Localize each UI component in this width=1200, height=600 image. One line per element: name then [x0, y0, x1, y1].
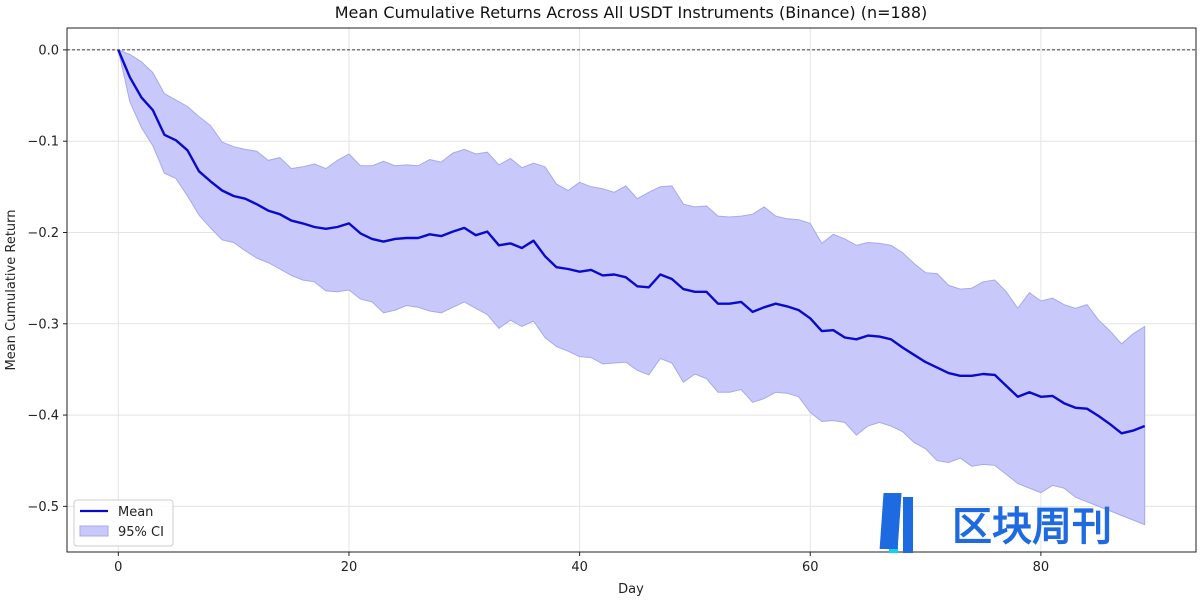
legend-mean-label: Mean: [118, 505, 153, 520]
logo-bars-icon: [879, 493, 913, 553]
x-axis-label: Day: [618, 582, 644, 597]
y-tick-label: 0.0: [38, 43, 59, 58]
y-tick-label: −0.3: [27, 317, 59, 332]
y-tick-label: −0.4: [27, 409, 59, 424]
chart-title: Mean Cumulative Returns Across All USDT …: [335, 3, 928, 22]
watermark-text: 区块周刊: [952, 504, 1112, 550]
ci-band: [117, 49, 1146, 526]
y-tick-label: −0.5: [27, 500, 59, 515]
watermark: 区块周刊: [879, 493, 1112, 553]
mean-line: [117, 49, 1146, 435]
x-tick-label: 40: [571, 560, 588, 575]
legend: Mean 95% CI: [73, 499, 174, 547]
x-tick-label: 60: [802, 560, 819, 575]
y-axis-label: Mean Cumulative Return: [4, 209, 19, 370]
y-tick-label: −0.2: [27, 226, 59, 241]
legend-ci-swatch: [79, 525, 109, 537]
y-tick-label: −0.1: [27, 135, 59, 150]
legend-ci-label: 95% CI: [118, 525, 164, 540]
x-tick-label: 80: [1033, 560, 1050, 575]
x-tick-label: 20: [341, 560, 358, 575]
x-tick-label: 0: [114, 560, 122, 575]
plot-frame: [66, 27, 1197, 553]
